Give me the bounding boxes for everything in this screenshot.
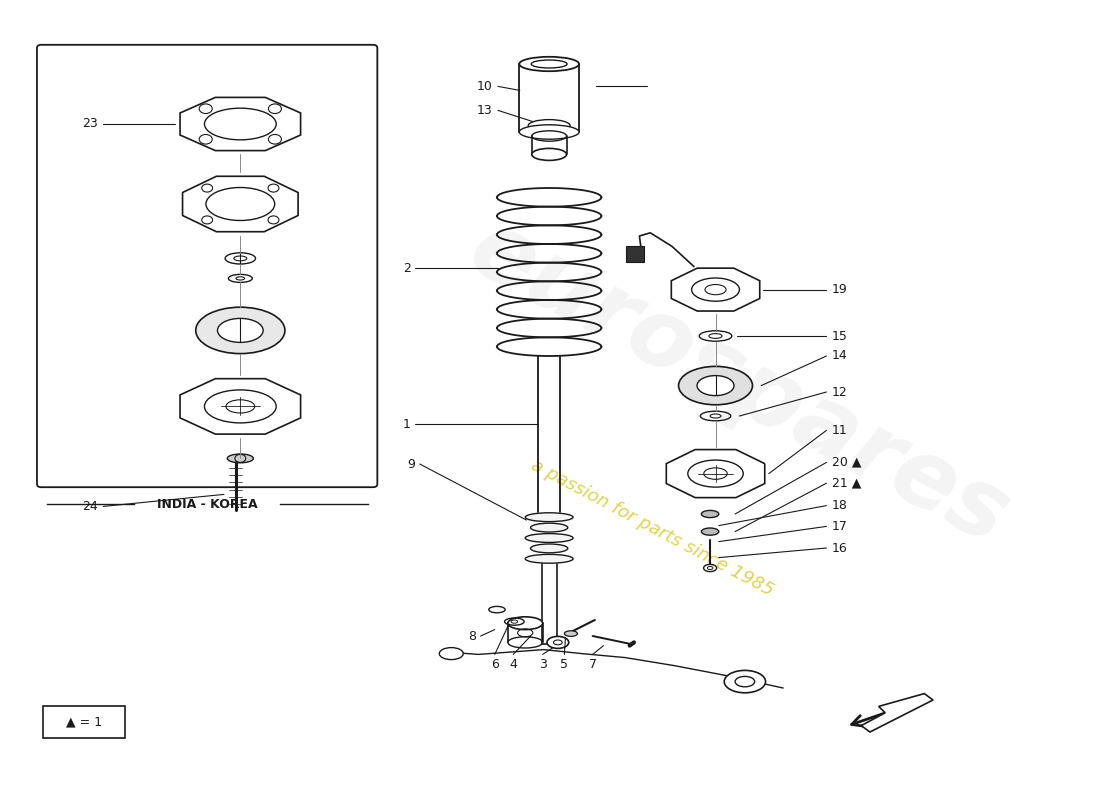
Text: 17: 17 xyxy=(832,520,848,533)
Text: 3: 3 xyxy=(539,658,547,670)
Text: 11: 11 xyxy=(832,424,848,437)
Ellipse shape xyxy=(547,637,569,648)
Polygon shape xyxy=(180,378,300,434)
Text: 20 ▲: 20 ▲ xyxy=(832,456,861,469)
Polygon shape xyxy=(671,268,760,311)
Text: 9: 9 xyxy=(407,458,416,470)
Polygon shape xyxy=(183,176,298,232)
Ellipse shape xyxy=(702,510,718,518)
Text: 4: 4 xyxy=(509,658,517,670)
Text: 5: 5 xyxy=(560,658,569,670)
Ellipse shape xyxy=(196,307,285,354)
Ellipse shape xyxy=(525,534,573,542)
Text: 12: 12 xyxy=(832,386,848,398)
Text: eurospares: eurospares xyxy=(454,203,1025,565)
Ellipse shape xyxy=(519,125,579,139)
Bar xyxy=(44,706,125,738)
Bar xyxy=(626,246,644,262)
Text: 15: 15 xyxy=(832,330,848,342)
Text: INDIA - KOREA: INDIA - KOREA xyxy=(157,498,257,510)
FancyBboxPatch shape xyxy=(37,45,377,487)
Ellipse shape xyxy=(564,630,578,637)
Ellipse shape xyxy=(525,554,573,563)
Text: 24: 24 xyxy=(82,500,98,513)
Text: 7: 7 xyxy=(588,658,596,670)
Ellipse shape xyxy=(508,617,542,630)
Text: 19: 19 xyxy=(832,283,848,296)
Text: 21 ▲: 21 ▲ xyxy=(832,477,861,490)
Ellipse shape xyxy=(530,544,568,553)
Ellipse shape xyxy=(439,648,463,659)
Text: 13: 13 xyxy=(477,104,493,117)
Text: 23: 23 xyxy=(82,118,98,130)
Text: 14: 14 xyxy=(832,350,848,362)
Text: 16: 16 xyxy=(832,542,848,554)
Text: ▲ = 1: ▲ = 1 xyxy=(66,715,102,728)
Ellipse shape xyxy=(697,375,734,395)
Ellipse shape xyxy=(702,528,718,535)
Text: 10: 10 xyxy=(476,80,493,93)
Ellipse shape xyxy=(218,318,263,342)
Text: 8: 8 xyxy=(469,630,476,642)
Polygon shape xyxy=(861,694,933,732)
Ellipse shape xyxy=(679,366,752,405)
Ellipse shape xyxy=(704,565,716,571)
Text: a passion for parts since 1985: a passion for parts since 1985 xyxy=(528,456,777,600)
Text: 2: 2 xyxy=(404,262,411,274)
Ellipse shape xyxy=(531,149,566,161)
Ellipse shape xyxy=(228,454,253,462)
Text: 18: 18 xyxy=(832,499,848,512)
Ellipse shape xyxy=(530,523,568,532)
Text: 6: 6 xyxy=(491,658,498,670)
Polygon shape xyxy=(667,450,764,498)
Text: 1: 1 xyxy=(404,418,411,430)
Ellipse shape xyxy=(519,57,579,71)
Ellipse shape xyxy=(525,513,573,522)
Ellipse shape xyxy=(724,670,766,693)
Polygon shape xyxy=(180,98,300,150)
